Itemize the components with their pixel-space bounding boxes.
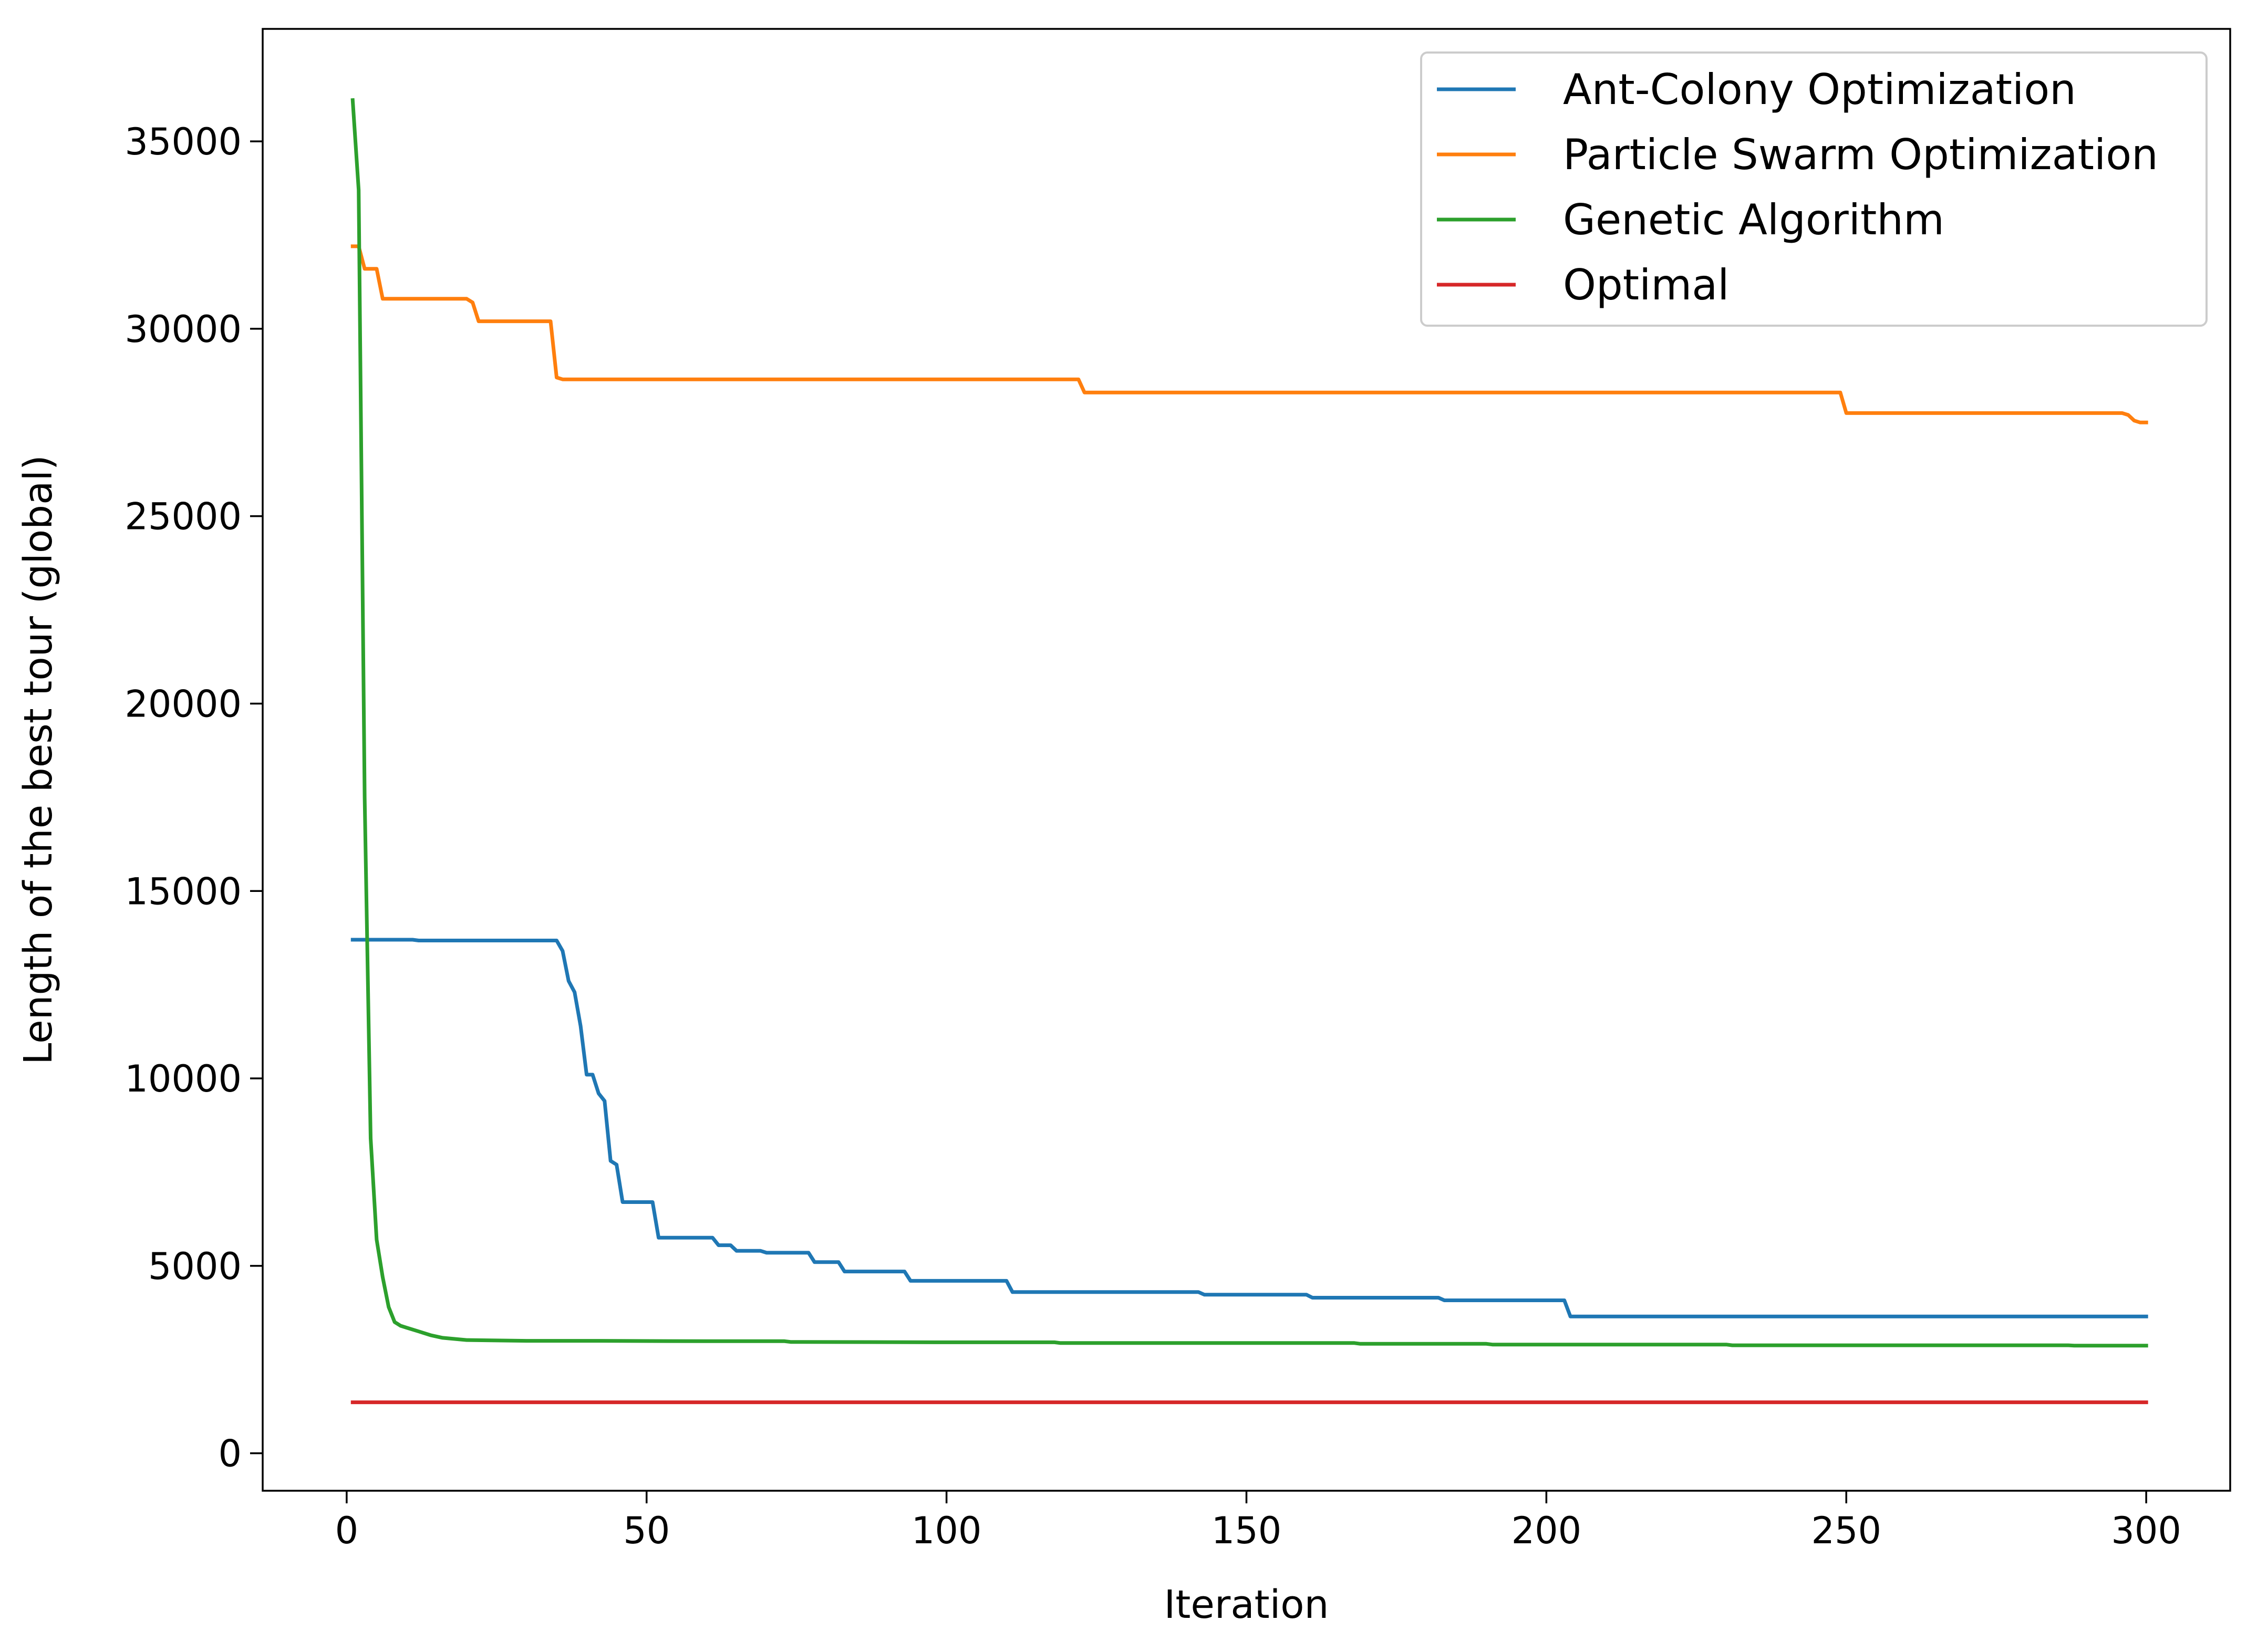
x-tick-label: 300 [2111, 1509, 2181, 1552]
x-tick-label: 250 [1811, 1509, 1881, 1552]
y-tick-label: 25000 [125, 495, 242, 538]
legend-label-3: Optimal [1563, 261, 1730, 309]
x-tick-label: 200 [1511, 1509, 1582, 1552]
series-layer [350, 98, 2148, 1405]
x-tick-label: 0 [335, 1509, 359, 1552]
x-tick-label: 100 [912, 1509, 982, 1552]
y-axis-label: Length of the best tour (global) [16, 455, 61, 1065]
legend: Ant-Colony Optimization Particle Swarm Op… [1420, 51, 2208, 327]
legend-label-1: Particle Swarm Optimization [1563, 130, 2158, 179]
y-tick-label: 5000 [148, 1245, 242, 1288]
legend-label-2: Genetic Algorithm [1563, 195, 1944, 244]
y-tick-label: 15000 [125, 870, 242, 913]
y-tick-label: 10000 [125, 1057, 242, 1100]
y-tick-label: 20000 [125, 682, 242, 725]
series-line-2 [350, 98, 2148, 1348]
x-tick-label: 50 [623, 1509, 670, 1552]
x-axis-label: Iteration [1164, 1582, 1329, 1627]
series-line-1 [350, 244, 2148, 424]
x-axis: 0 50 100 150 200 250 300 [335, 1491, 2181, 1552]
legend-label-0: Ant-Colony Optimization [1563, 65, 2076, 114]
y-tick-label: 0 [218, 1432, 242, 1476]
y-tick-label: 30000 [125, 308, 242, 351]
legend-box [1420, 51, 2208, 327]
x-tick-label: 150 [1211, 1509, 1282, 1552]
y-axis: 0 5000 10000 15000 20000 25000 30000 35000 [125, 120, 263, 1476]
y-tick-label: 35000 [125, 120, 242, 163]
series-line-0 [350, 938, 2148, 1318]
